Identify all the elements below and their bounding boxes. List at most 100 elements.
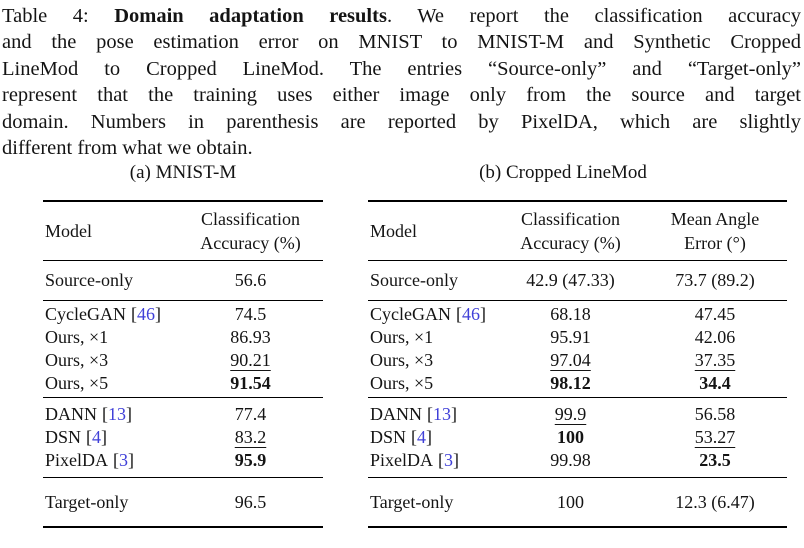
caption-line: LineMod to Cropped LineMod. The entries … xyxy=(2,57,801,80)
accuracy-cell: 56.6 xyxy=(234,270,267,290)
accuracy-cell: 77.4 xyxy=(234,404,267,424)
subcaption-cropped-linemod: (b) Cropped LineMod xyxy=(479,162,647,183)
cite-bracket: [ xyxy=(411,427,418,447)
table-row-ours-x3: Ours, ×3 97.04 37.35 xyxy=(368,349,787,372)
accuracy-cell-second-best: 83.2 xyxy=(234,427,267,447)
model-cell: Ours, ×3 xyxy=(45,350,109,370)
accuracy-cell-best: 100 xyxy=(557,427,584,447)
cite-bracket: ] xyxy=(453,450,459,470)
header-line: Accuracy (%) xyxy=(200,233,301,253)
cite-bracket: ] xyxy=(154,304,161,324)
model-label: DSN xyxy=(370,427,407,447)
cite-bracket: [ xyxy=(102,404,108,424)
cite-number: 46 xyxy=(136,304,155,324)
table-row-ours-x1: Ours, ×1 86.93 xyxy=(43,326,323,349)
table-header-row: Model Classification Accuracy (%) xyxy=(43,202,323,261)
error-cell-best: 34.4 xyxy=(699,373,731,393)
model-cell: Ours, ×5 xyxy=(45,373,109,393)
cite-bracket: [ xyxy=(130,304,137,324)
accuracy-cell: 68.18 xyxy=(550,304,591,324)
citation-link[interactable]: [3] xyxy=(438,450,459,470)
model-label: CycleGAN xyxy=(45,304,126,324)
cite-bracket: ] xyxy=(426,427,433,447)
header-line: Error (°) xyxy=(684,233,746,253)
cite-bracket: ] xyxy=(479,304,486,324)
table-row-target-only: Target-only 100 12.3 (6.47) xyxy=(368,491,787,514)
header-line: Accuracy (%) xyxy=(520,233,621,253)
citation-link[interactable]: [4] xyxy=(86,427,107,447)
row-group-baselines: DANN [13] 77.4 DSN [4] 83.2 PixelDA [3] 95.… xyxy=(43,398,323,478)
table-row-ours-x5: Ours, ×5 91.54 xyxy=(43,372,323,395)
accuracy-cell-second-best: 97.04 xyxy=(550,350,591,370)
table-row-ours-x3: Ours, ×3 90.21 xyxy=(43,349,323,372)
row-group-source: Source-only 56.6 xyxy=(43,261,323,301)
header-model: Model xyxy=(45,220,92,241)
row-group-target: Target-only 96.5 xyxy=(43,478,323,526)
cite-number: 4 xyxy=(417,427,427,447)
error-cell: 42.06 xyxy=(694,327,736,347)
table-row-target-only: Target-only 96.5 xyxy=(43,491,323,514)
model-cell: DANN [13] xyxy=(368,403,498,426)
table-row-dsn: DSN [4] 100 53.27 xyxy=(368,426,787,449)
model-cell: Source-only xyxy=(370,270,458,290)
header-model: Model xyxy=(370,220,417,241)
accuracy-cell-best: 98.12 xyxy=(550,373,591,393)
citation-link[interactable]: [3] xyxy=(113,450,134,470)
model-cell: PixelDA [3] xyxy=(43,449,178,472)
table-row-dsn: DSN [4] 83.2 xyxy=(43,426,323,449)
model-cell: DANN [13] xyxy=(43,403,178,426)
table-row-cyclegan: CycleGAN [46] 74.5 xyxy=(43,303,323,326)
citation-link[interactable]: [13] xyxy=(427,404,457,424)
model-label: DSN xyxy=(45,427,82,447)
citation-link[interactable]: [4] xyxy=(411,427,432,447)
row-group-target: Target-only 100 12.3 (6.47) xyxy=(368,478,787,526)
header-line: Classification xyxy=(521,209,620,229)
cite-bracket: [ xyxy=(427,404,433,424)
cite-bracket: ] xyxy=(128,450,134,470)
cite-bracket: ] xyxy=(451,404,457,424)
model-cell: Target-only xyxy=(370,492,454,512)
cite-number: 13 xyxy=(433,404,451,424)
cite-number: 13 xyxy=(108,404,126,424)
cite-number: 46 xyxy=(461,304,480,324)
table-row-ours-x1: Ours, ×1 95.91 42.06 xyxy=(368,326,787,349)
row-group-baselines: DANN [13] 99.9 56.58 DSN [4] 100 53.27 Pix… xyxy=(368,398,787,478)
citation-link[interactable]: [46] xyxy=(456,304,486,324)
error-cell: 47.45 xyxy=(694,304,736,324)
accuracy-cell: 99.98 xyxy=(550,450,591,470)
error-cell-best: 23.5 xyxy=(699,450,731,470)
cite-bracket: [ xyxy=(86,427,93,447)
accuracy-cell: 86.93 xyxy=(230,327,271,347)
table-row-pixelda: PixelDA [3] 95.9 xyxy=(43,449,323,472)
cite-number: 3 xyxy=(119,450,128,470)
accuracy-cell-best: 91.54 xyxy=(230,373,271,393)
citation-link[interactable]: [13] xyxy=(102,404,132,424)
accuracy-cell: 95.91 xyxy=(550,327,591,347)
model-cell: CycleGAN [46] xyxy=(368,303,498,326)
model-cell: CycleGAN [46] xyxy=(43,303,178,326)
row-group-ours: CycleGAN [46] 68.18 47.45 Ours, ×1 95.91 … xyxy=(368,301,787,398)
model-cell: PixelDA [3] xyxy=(368,449,498,472)
table-row-ours-x5: Ours, ×5 98.12 34.4 xyxy=(368,372,787,395)
cite-bracket: [ xyxy=(113,450,119,470)
table-cropped-linemod: Model Classification Accuracy (%) Mean A… xyxy=(368,200,787,528)
header-line: Mean Angle xyxy=(670,209,760,229)
table-row-source-only: Source-only 56.6 xyxy=(43,269,323,292)
model-cell: Ours, ×3 xyxy=(370,350,434,370)
row-group-source: Source-only 42.9 (47.33) 73.7 (89.2) xyxy=(368,261,787,301)
header-line: Classification xyxy=(201,209,300,229)
caption-line: represent that the training uses either … xyxy=(2,84,801,107)
cite-number: 3 xyxy=(444,450,453,470)
model-label: PixelDA xyxy=(45,450,108,470)
model-cell: Ours, ×5 xyxy=(370,373,434,393)
model-label: PixelDA xyxy=(370,450,433,470)
error-cell-second-best: 53.27 xyxy=(694,427,736,447)
table-row-dann: DANN [13] 99.9 56.58 xyxy=(368,403,787,426)
citation-link[interactable]: [46] xyxy=(131,304,161,324)
caption-prefix: Table 4: xyxy=(2,5,115,27)
model-label: DANN xyxy=(370,404,422,424)
model-label: DANN xyxy=(45,404,97,424)
cite-bracket: [ xyxy=(438,450,444,470)
accuracy-cell: 42.9 (47.33) xyxy=(526,270,615,290)
table-row-pixelda: PixelDA [3] 99.98 23.5 xyxy=(368,449,787,472)
